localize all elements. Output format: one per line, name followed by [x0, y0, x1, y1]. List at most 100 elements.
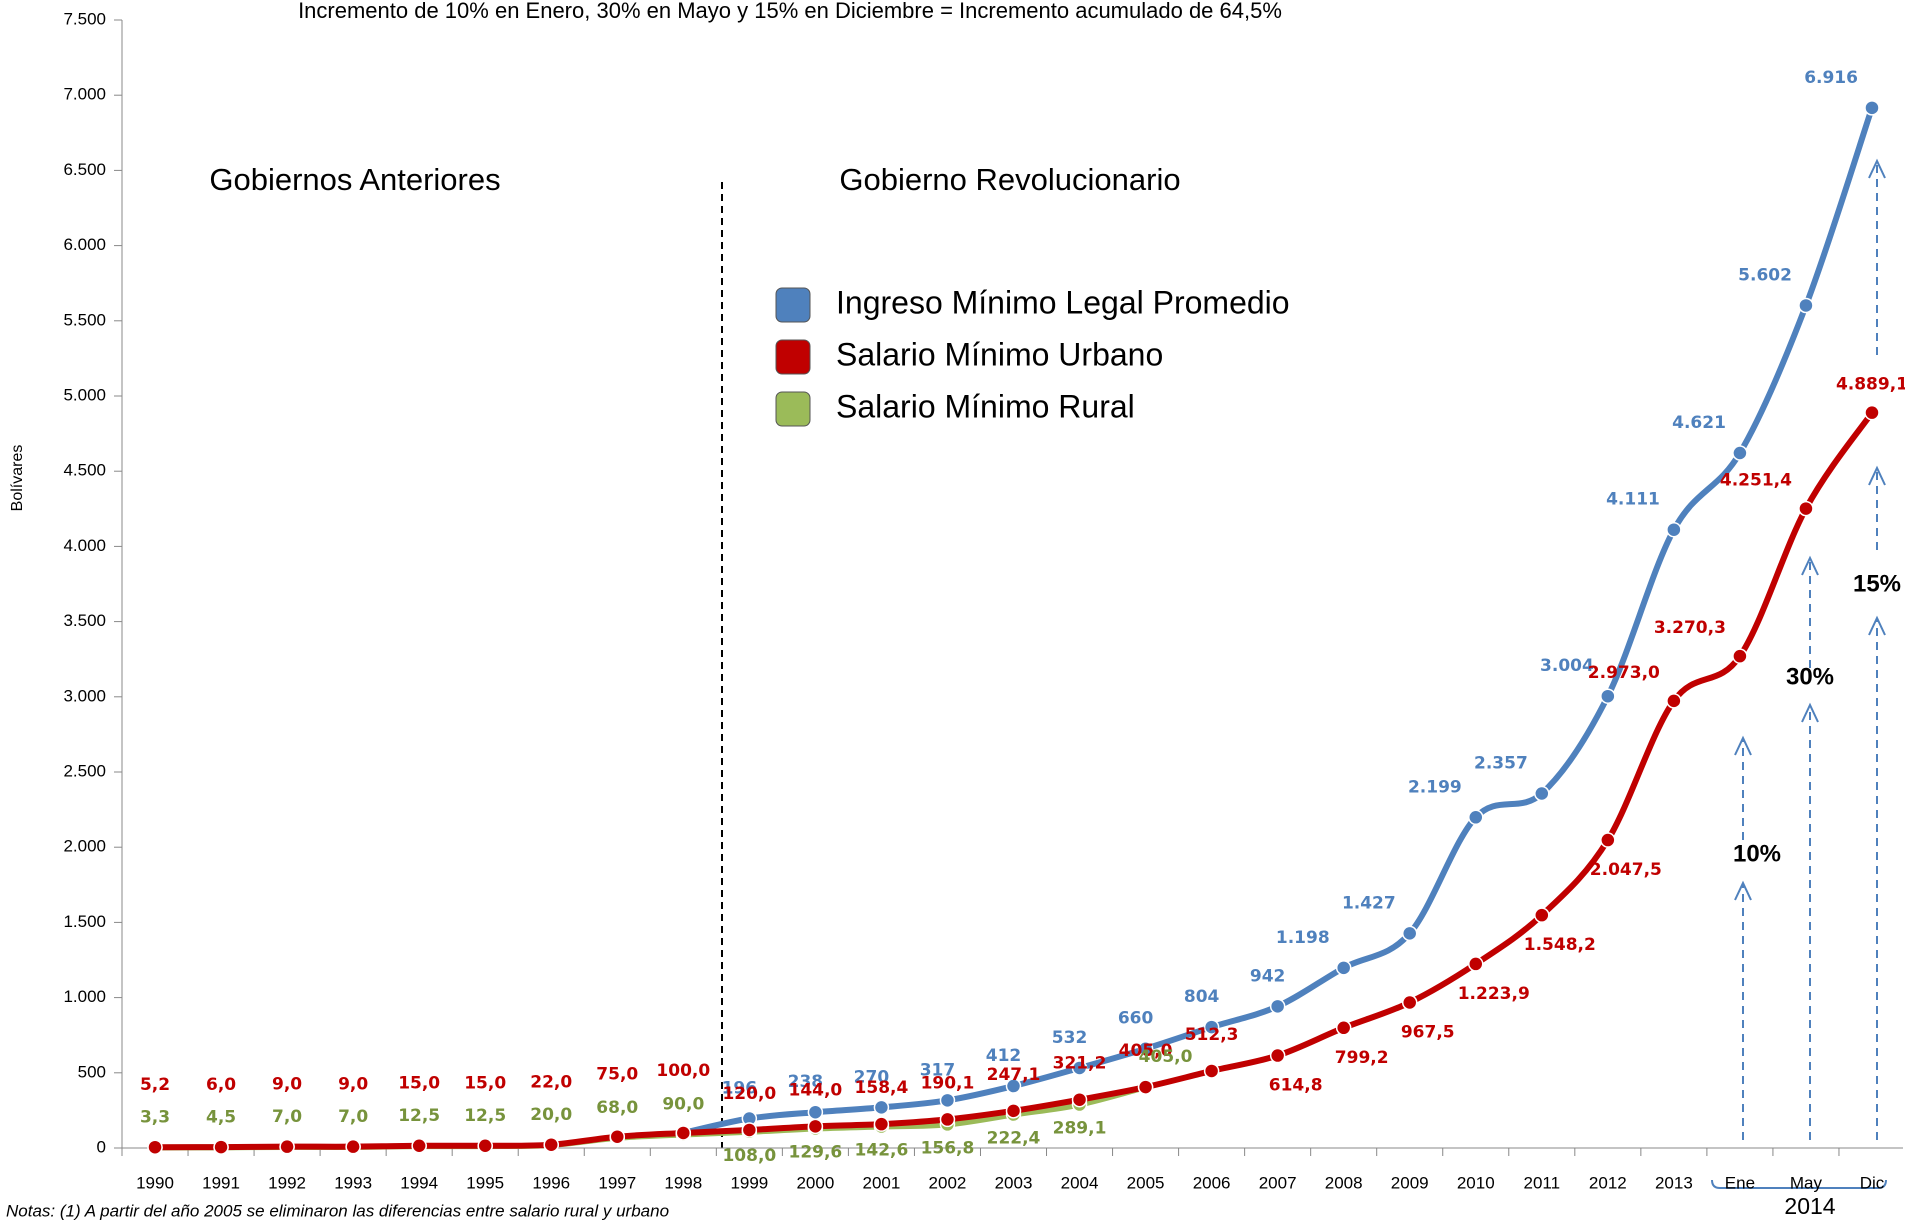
data-label: 3.270,3 [1654, 618, 1726, 638]
y-tick-label: 5.500 [63, 310, 106, 329]
data-label: 108,0 [722, 1146, 776, 1166]
data-label: 2.199 [1408, 777, 1462, 797]
data-label: 4.251,4 [1720, 471, 1792, 491]
data-label: 7,0 [338, 1107, 368, 1127]
x-tick-label: May [1790, 1173, 1823, 1192]
data-label: 142,6 [855, 1141, 909, 1161]
legend-swatch [775, 391, 811, 427]
data-label: 12,5 [464, 1106, 506, 1126]
data-label: 412 [986, 1046, 1022, 1066]
data-point [939, 1092, 956, 1109]
y-tick-label: 2.500 [63, 761, 106, 780]
series-line [155, 410, 1875, 1151]
data-label: 190,1 [921, 1073, 975, 1093]
x-tick-label: Ene [1725, 1173, 1755, 1192]
y-tick-label: 4.000 [63, 536, 106, 555]
data-label: 100,0 [656, 1061, 710, 1081]
data-point [675, 1125, 692, 1141]
data-label: 6.916 [1804, 68, 1858, 88]
data-point [213, 1139, 229, 1155]
data-point [1005, 1078, 1022, 1094]
chart-title: Incremento de 10% en Enero, 30% en Mayo … [298, 0, 1282, 23]
data-point [873, 1099, 890, 1116]
y-tick-label: 1.000 [63, 987, 106, 1006]
data-point [807, 1104, 824, 1120]
y-tick-label: 6.000 [63, 235, 106, 254]
legend-swatch [775, 339, 811, 375]
data-label: 90,0 [662, 1094, 704, 1114]
x-tick-label: 1991 [202, 1173, 240, 1192]
data-point [477, 1137, 493, 1154]
increase-arrows [1734, 158, 1886, 1140]
data-label: 532 [1052, 1028, 1088, 1048]
data-point [1269, 998, 1286, 1015]
data-point [873, 1116, 890, 1132]
y-tick-label: 3.500 [63, 611, 106, 630]
data-label: 5,2 [140, 1075, 170, 1095]
data-point [1137, 1040, 1154, 1057]
data-label: 1.427 [1342, 893, 1396, 913]
data-label: 9,0 [272, 1075, 302, 1095]
data-label: 15,0 [464, 1074, 506, 1094]
data-point [411, 1137, 427, 1154]
data-point [1798, 297, 1814, 314]
data-point [1203, 1019, 1220, 1035]
x-tick-label: 1998 [664, 1173, 702, 1192]
y-tick-label: 7.000 [63, 85, 106, 104]
data-label: 1.223,9 [1458, 984, 1530, 1004]
x-tick-label: 2013 [1655, 1173, 1693, 1192]
y-axis-label: Bolívares [9, 445, 26, 512]
x-tick-label: Dic [1860, 1173, 1885, 1192]
x-tick-label: 1999 [730, 1173, 768, 1192]
data-label: 6,0 [206, 1075, 236, 1095]
data-label: 4,5 [206, 1107, 236, 1127]
data-label: 4.111 [1606, 490, 1660, 510]
data-point [543, 1136, 559, 1153]
data-point [345, 1138, 361, 1155]
data-point [1269, 1047, 1286, 1064]
data-label: 75,0 [596, 1065, 638, 1085]
x-tick-label: 1993 [334, 1173, 372, 1192]
data-point [1335, 1020, 1352, 1036]
data-label: 512,3 [1185, 1025, 1239, 1045]
legend-label: Salario Mínimo Rural [836, 388, 1135, 424]
data-point [1666, 693, 1682, 709]
data-label: 4.621 [1672, 413, 1726, 433]
data-point [1005, 1103, 1022, 1119]
x-tick-label: 2006 [1193, 1173, 1231, 1192]
data-point [1600, 688, 1616, 704]
data-label: 15,0 [398, 1074, 440, 1094]
data-point [1335, 960, 1352, 976]
data-label: 12,5 [398, 1106, 440, 1126]
data-label: 5.602 [1738, 265, 1792, 285]
data-label: 2.973,0 [1588, 663, 1660, 683]
y-tick-label: 3.000 [63, 686, 106, 705]
y-tick-label: 2.000 [63, 837, 106, 856]
data-label: 3.004 [1540, 656, 1594, 676]
data-label: 196 [722, 1079, 758, 1099]
data-point [1864, 404, 1880, 421]
data-label: 321,2 [1053, 1054, 1107, 1074]
data-label: 222,4 [987, 1129, 1041, 1149]
data-point [279, 1138, 295, 1155]
data-label: 68,0 [596, 1098, 638, 1118]
legend-swatch [775, 287, 811, 323]
data-point [1071, 1091, 1088, 1108]
data-label: 9,0 [338, 1075, 368, 1095]
data-label: 804 [1184, 987, 1220, 1007]
y-tick-label: 0 [97, 1137, 106, 1156]
x-tick-label: 2001 [863, 1173, 901, 1192]
legend-label: Ingreso Mínimo Legal Promedio [836, 284, 1290, 320]
data-point [1468, 809, 1484, 826]
data-label: 1.198 [1276, 928, 1330, 948]
data-label: 238 [788, 1072, 824, 1092]
x-tick-label: 1997 [598, 1173, 636, 1192]
data-label: 2.047,5 [1590, 860, 1662, 880]
data-label: 2.357 [1474, 754, 1528, 774]
x-tick-label: 1990 [136, 1173, 174, 1192]
x-tick-label: 2009 [1391, 1173, 1429, 1192]
data-point [1137, 1079, 1154, 1095]
legend-label: Salario Mínimo Urbano [836, 336, 1163, 372]
